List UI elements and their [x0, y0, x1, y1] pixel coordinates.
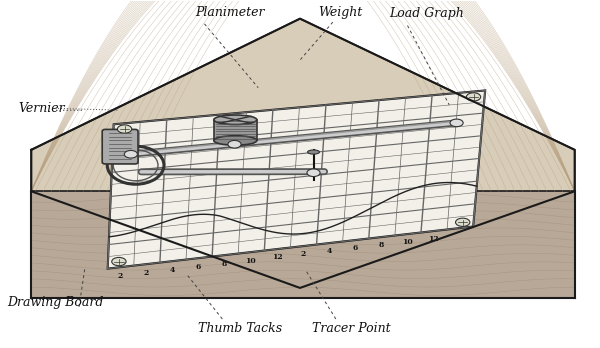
Text: 2: 2: [301, 251, 305, 259]
Text: 8: 8: [379, 241, 384, 249]
Text: 2: 2: [144, 269, 149, 277]
Text: 12: 12: [272, 253, 282, 261]
Text: 4: 4: [326, 247, 332, 255]
Ellipse shape: [308, 150, 320, 154]
Circle shape: [307, 169, 320, 176]
Circle shape: [124, 150, 137, 158]
Ellipse shape: [214, 115, 257, 125]
Ellipse shape: [214, 136, 257, 145]
Text: 10: 10: [402, 238, 413, 246]
Text: 6: 6: [196, 263, 201, 271]
Circle shape: [466, 93, 481, 101]
Text: Tracer Point: Tracer Point: [312, 323, 391, 335]
Text: 12: 12: [428, 235, 439, 243]
Circle shape: [228, 141, 241, 148]
Circle shape: [450, 119, 463, 127]
Text: 4: 4: [170, 266, 175, 274]
Polygon shape: [31, 191, 575, 298]
Text: 2: 2: [118, 272, 123, 280]
Text: Load Graph: Load Graph: [389, 7, 464, 21]
Text: Thumb Tacks: Thumb Tacks: [199, 323, 283, 335]
Circle shape: [118, 125, 132, 133]
Circle shape: [455, 218, 470, 227]
Polygon shape: [31, 19, 575, 288]
Polygon shape: [214, 120, 257, 141]
Circle shape: [112, 258, 126, 266]
Text: Vernier: Vernier: [18, 102, 65, 115]
Text: Drawing Board: Drawing Board: [7, 296, 104, 309]
Text: Planimeter: Planimeter: [196, 6, 265, 19]
FancyBboxPatch shape: [102, 129, 138, 164]
Text: Weight: Weight: [318, 6, 362, 19]
Text: ........: ........: [55, 103, 83, 113]
Text: 8: 8: [222, 260, 227, 268]
Polygon shape: [107, 90, 485, 269]
Text: 6: 6: [352, 244, 358, 252]
Text: 10: 10: [245, 256, 256, 264]
